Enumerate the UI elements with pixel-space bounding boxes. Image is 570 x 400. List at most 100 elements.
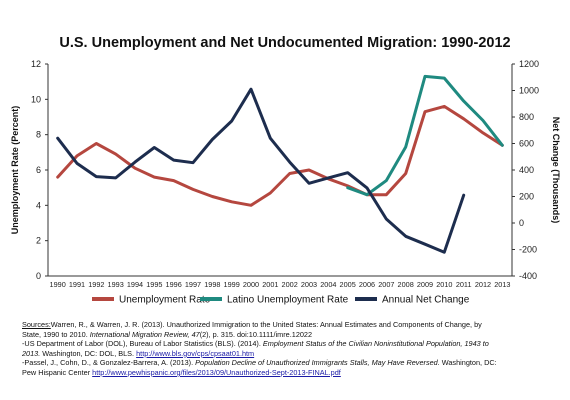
data-point-1-19 bbox=[424, 75, 426, 78]
data-point-1-15 bbox=[346, 186, 349, 189]
bls-link[interactable]: http://www.bls.gov/cps/cpsaat01.htm bbox=[136, 348, 255, 358]
x-tick-label: 2001 bbox=[262, 280, 278, 289]
x-tick-label: 1998 bbox=[204, 280, 220, 289]
data-point-2-21 bbox=[462, 194, 465, 196]
data-point-2-17 bbox=[385, 218, 388, 220]
sources-text: Sources:Warren, R., & Warren, J. R. (201… bbox=[22, 320, 552, 378]
legend-label-2: Annual Net Change bbox=[382, 295, 470, 306]
source-3-text: -Passel, J., Cohn, D., & Gonzalez-Barrer… bbox=[22, 358, 196, 368]
left-tick-label: 2 bbox=[36, 236, 41, 246]
right-tick-label: 600 bbox=[519, 139, 534, 149]
source-2-publisher: Washington, DC: DOL, BLS. bbox=[40, 348, 137, 358]
x-tick-label: 2003 bbox=[301, 280, 317, 289]
series-lines bbox=[56, 74, 504, 254]
x-tick-labels: 1990 1991 1992 1993 1994 1995 1996 1997 1998 1999… bbox=[50, 280, 511, 289]
left-tick-label: 6 bbox=[36, 165, 41, 175]
x-tick-label: 1994 bbox=[127, 280, 143, 289]
legend-label-0: Unemployment Rate bbox=[119, 295, 211, 306]
x-tick-label: 2008 bbox=[398, 280, 414, 289]
x-tick-label: 2011 bbox=[456, 280, 472, 289]
data-point-2-2 bbox=[95, 175, 98, 178]
data-point-2-11 bbox=[269, 137, 272, 139]
data-point-1-21 bbox=[462, 100, 465, 102]
data-point-2-10 bbox=[250, 88, 252, 90]
x-tick-label: 1996 bbox=[166, 280, 182, 289]
x-tick-label: 2010 bbox=[436, 280, 452, 289]
data-point-0-17 bbox=[385, 193, 388, 196]
x-tick-label: 1997 bbox=[185, 280, 201, 289]
data-point-0-3 bbox=[114, 153, 117, 155]
data-point-0-4 bbox=[134, 167, 136, 169]
data-point-0-6 bbox=[172, 179, 175, 182]
data-point-2-3 bbox=[114, 177, 117, 179]
left-tick-label: 4 bbox=[36, 200, 41, 210]
right-tick-label: 1200 bbox=[519, 59, 539, 69]
data-point-2-16 bbox=[366, 187, 368, 189]
chart: U.S. Unemployment and Net Undocumented M… bbox=[10, 35, 561, 306]
x-tick-label: 2004 bbox=[320, 280, 336, 289]
data-point-0-10 bbox=[250, 204, 252, 207]
x-tick-label: 1991 bbox=[69, 280, 85, 289]
right-tick-label: 0 bbox=[519, 218, 524, 228]
data-point-2-20 bbox=[443, 251, 446, 253]
data-point-0-20 bbox=[443, 105, 446, 108]
left-tick-label: 10 bbox=[31, 94, 41, 104]
left-tick-label: 12 bbox=[31, 59, 41, 69]
source-1-cont: State, 1990 to 2010. bbox=[22, 329, 90, 339]
data-point-2-6 bbox=[172, 159, 175, 161]
source-1-text: Warren, R., & Warren, J. R. (2013). Unau… bbox=[50, 320, 482, 329]
source-3-publisher: Pew Hispanic Center bbox=[22, 367, 93, 377]
right-tick-label: -200 bbox=[519, 245, 537, 255]
source-1-doi: (2), p. 315. doi:10.1111/imre.12022 bbox=[199, 329, 313, 339]
data-point-2-5 bbox=[153, 146, 156, 149]
source-1-journal: International Migration Review, 47 bbox=[89, 329, 200, 339]
data-point-2-14 bbox=[327, 177, 330, 179]
data-point-1-17 bbox=[385, 179, 388, 182]
x-tick-label: 2012 bbox=[475, 280, 491, 289]
source-2-title-cont: 2013. bbox=[22, 348, 41, 358]
data-point-2-19 bbox=[424, 243, 426, 245]
data-point-0-18 bbox=[404, 172, 407, 175]
data-point-2-1 bbox=[76, 162, 78, 165]
sources-label: Sources: bbox=[22, 320, 51, 329]
series-line-2 bbox=[56, 87, 466, 254]
data-point-0-9 bbox=[230, 201, 233, 203]
legend-label-1: Latino Unemployment Rate bbox=[227, 295, 349, 306]
left-axis-label: Unemployment Rate (Percent) bbox=[10, 106, 20, 235]
data-point-2-15 bbox=[346, 171, 349, 174]
x-tick-label: 2013 bbox=[494, 280, 510, 289]
x-tick-label: 2007 bbox=[378, 280, 394, 289]
source-line-6: Pew Hispanic Center http://www.pewhispan… bbox=[22, 368, 552, 378]
data-point-2-13 bbox=[308, 182, 310, 185]
source-2-title: Employment Status of the Civilian Nonins… bbox=[262, 339, 489, 349]
data-point-2-9 bbox=[230, 120, 233, 122]
data-point-0-13 bbox=[308, 169, 310, 171]
left-tick-label: 0 bbox=[36, 271, 41, 281]
data-point-0-11 bbox=[269, 192, 272, 194]
source-line-5: -Passel, J., Cohn, D., & Gonzalez-Barrer… bbox=[22, 358, 552, 368]
source-line-4: 2013. Washington, DC: DOL, BLS. http://w… bbox=[22, 349, 552, 359]
pew-link[interactable]: http://www.pewhispanic.org/files/2013/09… bbox=[92, 367, 341, 377]
chart-title: U.S. Unemployment and Net Undocumented M… bbox=[59, 35, 510, 51]
series-line-1 bbox=[346, 74, 504, 197]
legend: Unemployment Rate Latino Unemployment Rat… bbox=[92, 295, 470, 306]
x-tick-label: 2009 bbox=[417, 280, 433, 289]
x-tick-label: 1995 bbox=[146, 280, 162, 289]
data-point-2-12 bbox=[288, 161, 291, 163]
right-tick-label: 200 bbox=[519, 192, 534, 202]
x-tick-label: 1990 bbox=[50, 280, 66, 289]
data-point-1-22 bbox=[482, 119, 484, 122]
x-tick-label: 1999 bbox=[224, 280, 240, 289]
source-3-title: Population Decline of Unauthorized Immig… bbox=[195, 358, 440, 368]
right-axis-label: Net Change (Thousands) bbox=[551, 117, 561, 224]
data-point-0-2 bbox=[95, 142, 98, 145]
x-tick-label: 1993 bbox=[108, 280, 124, 289]
x-tick-label: 1992 bbox=[88, 280, 104, 289]
data-point-1-20 bbox=[443, 77, 446, 79]
source-3-place: Washington, DC: bbox=[439, 358, 497, 368]
data-point-0-8 bbox=[211, 195, 214, 198]
x-tick-label: 2006 bbox=[359, 280, 375, 289]
left-tick-labels: 0 2 4 6 8 10 12 bbox=[31, 59, 48, 281]
data-point-1-23 bbox=[501, 144, 504, 147]
